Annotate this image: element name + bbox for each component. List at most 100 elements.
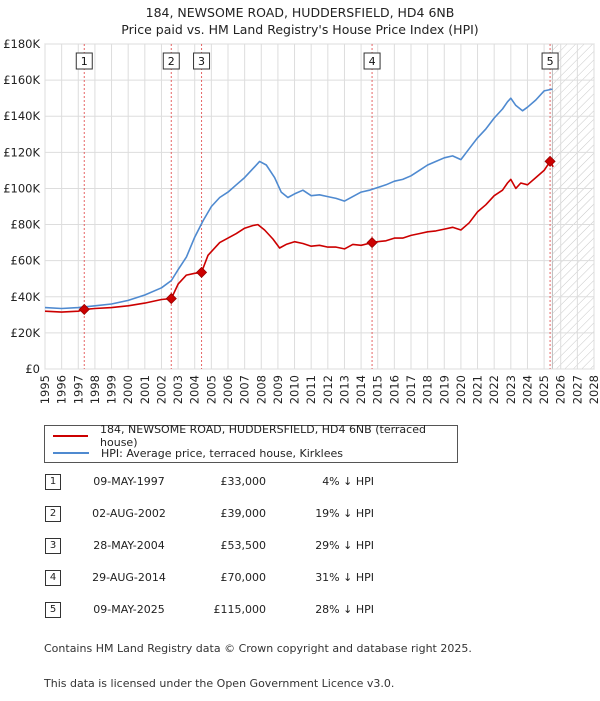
x-tick-label: 2016: [387, 375, 401, 404]
transaction-price: £115,000: [213, 603, 267, 616]
sale-number-box: [193, 52, 211, 70]
table-row: 5 09-MAY-2025 £115,000 28% ↓ HPI: [44, 602, 464, 618]
sale-point: [544, 155, 556, 167]
transaction-price: £39,000: [220, 507, 267, 520]
y-tick-label: £100K: [3, 181, 40, 195]
sale-number-label: 1: [81, 55, 88, 68]
x-tick-label: 2027: [570, 375, 584, 404]
transaction-date: 09-MAY-1997: [93, 475, 165, 488]
legend-swatch-hpi: [53, 452, 89, 454]
x-tick-label: 2004: [188, 375, 202, 404]
legend-item-hpi: HPI: Average price, terraced house, Kirk…: [53, 445, 343, 461]
x-tick-label: 2028: [587, 375, 600, 404]
x-tick-label: 2024: [520, 375, 534, 404]
x-tick-label: 2012: [321, 375, 335, 404]
table-row: 2 02-AUG-2002 £39,000 19% ↓ HPI: [44, 506, 464, 522]
y-tick-label: £120K: [3, 145, 40, 159]
sale-number-box: [75, 52, 93, 70]
chart-title: 184, NEWSOME ROAD, HUDDERSFIELD, HD4 6NB: [145, 5, 455, 20]
transaction-number: 2: [45, 506, 61, 522]
transaction-price: £70,000: [220, 571, 267, 584]
x-tick-label: 2013: [337, 375, 351, 404]
table-row: 4 29-AUG-2014 £70,000 31% ↓ HPI: [44, 570, 464, 586]
transaction-number: 4: [45, 570, 61, 586]
legend: 184, NEWSOME ROAD, HUDDERSFIELD, HD4 6NB…: [44, 423, 458, 463]
sale-number-label: 3: [198, 55, 205, 68]
legend-swatch-price-paid: [53, 435, 89, 437]
transaction-hpi-diff: 4% ↓ HPI: [322, 475, 374, 488]
x-tick-label: 2011: [304, 375, 318, 404]
forecast-region: [552, 44, 594, 369]
x-tick-label: 2026: [554, 375, 568, 404]
x-tick-label: 2006: [221, 375, 235, 404]
transaction-hpi-diff: 28% ↓ HPI: [315, 603, 374, 616]
x-tick-label: 2003: [171, 375, 185, 404]
transaction-date: 29-AUG-2014: [92, 571, 166, 584]
sale-number-label: 2: [168, 55, 175, 68]
footer-copyright: Contains HM Land Registry data © Crown c…: [44, 642, 472, 655]
x-tick-label: 2001: [138, 375, 152, 404]
x-tick-label: 1998: [88, 375, 102, 404]
sale-number-label: 4: [369, 55, 376, 68]
footer-licence: This data is licensed under the Open Gov…: [44, 676, 395, 690]
transaction-number: 3: [45, 538, 61, 554]
transaction-hpi-diff: 19% ↓ HPI: [315, 507, 374, 520]
y-tick-label: £20K: [11, 326, 41, 340]
x-tick-label: 2021: [471, 375, 485, 404]
sale-number-label: 5: [547, 55, 554, 68]
sale-point: [195, 266, 208, 278]
x-tick-label: 2005: [204, 375, 218, 404]
plot-area: [44, 43, 595, 370]
transaction-date: 28-MAY-2004: [93, 539, 165, 552]
x-tick-label: 2002: [154, 375, 168, 404]
x-tick-label: 1996: [55, 375, 69, 404]
sale-point: [78, 303, 90, 315]
y-tick-label: £0: [25, 362, 40, 376]
legend-label-hpi: HPI: Average price, terraced house, Kirk…: [101, 446, 344, 460]
x-tick-label: 2018: [421, 375, 435, 404]
y-tick-label: £40K: [11, 290, 41, 304]
sale-number-box: [162, 52, 180, 70]
x-tick-label: 2009: [271, 375, 285, 404]
price-chart: £0 £20K £40K £60K £80K £100K £120K £140K £160K £1…: [3, 37, 600, 404]
sale-point: [366, 237, 378, 249]
transaction-date: 09-MAY-2025: [93, 603, 165, 616]
y-tick-label: £60K: [11, 254, 41, 268]
transaction-price: £33,000: [220, 475, 267, 488]
x-tick-label: 1997: [71, 375, 85, 404]
footer: Contains HM Land Registry data © Crown c…: [44, 620, 472, 701]
y-tick-label: £160K: [3, 73, 40, 87]
x-tick-label: 1999: [105, 375, 119, 404]
x-tick-label: 2017: [404, 375, 418, 404]
sale-point: [165, 293, 177, 305]
transaction-number: 1: [45, 474, 61, 490]
chart-subtitle: Price paid vs. HM Land Registry's House …: [121, 22, 479, 37]
sale-number-box: [541, 52, 559, 70]
x-tick-label: 1995: [38, 375, 52, 404]
y-tick-label: £80K: [11, 218, 41, 232]
transaction-number: 5: [45, 602, 61, 618]
x-tick-label: 2014: [354, 375, 368, 404]
transaction-date: 02-AUG-2002: [92, 507, 166, 520]
legend-label-price-paid: 184, NEWSOME ROAD, HUDDERSFIELD, HD4 6NB…: [100, 423, 426, 449]
x-tick-label: 2019: [437, 375, 451, 404]
table-row: 3 28-MAY-2004 £53,500 29% ↓ HPI: [44, 538, 464, 554]
sale-number-box: [363, 52, 381, 70]
x-tick-label: 2010: [288, 375, 302, 404]
table-row: 1 09-MAY-1997 £33,000 4% ↓ HPI: [44, 474, 464, 490]
x-tick-label: 2015: [371, 375, 385, 404]
y-tick-label: £180K: [3, 37, 40, 51]
price-paid-line: [44, 160, 554, 313]
hpi-line: [44, 88, 553, 310]
x-tick-label: 2007: [238, 375, 252, 404]
x-tick-label: 2025: [537, 375, 551, 404]
x-tick-label: 2023: [504, 375, 518, 404]
x-tick-label: 2020: [454, 375, 468, 404]
x-tick-label: 2008: [254, 375, 268, 404]
transaction-hpi-diff: 29% ↓ HPI: [315, 539, 374, 552]
transaction-hpi-diff: 31% ↓ HPI: [315, 571, 374, 584]
transaction-price: £53,500: [220, 539, 267, 552]
legend-item-price-paid: 184, NEWSOME ROAD, HUDDERSFIELD, HD4 6NB…: [53, 423, 457, 449]
chart-title-block: 184, NEWSOME ROAD, HUDDERSFIELD, HD4 6NB…: [0, 4, 600, 38]
x-tick-label: 2022: [487, 375, 501, 404]
